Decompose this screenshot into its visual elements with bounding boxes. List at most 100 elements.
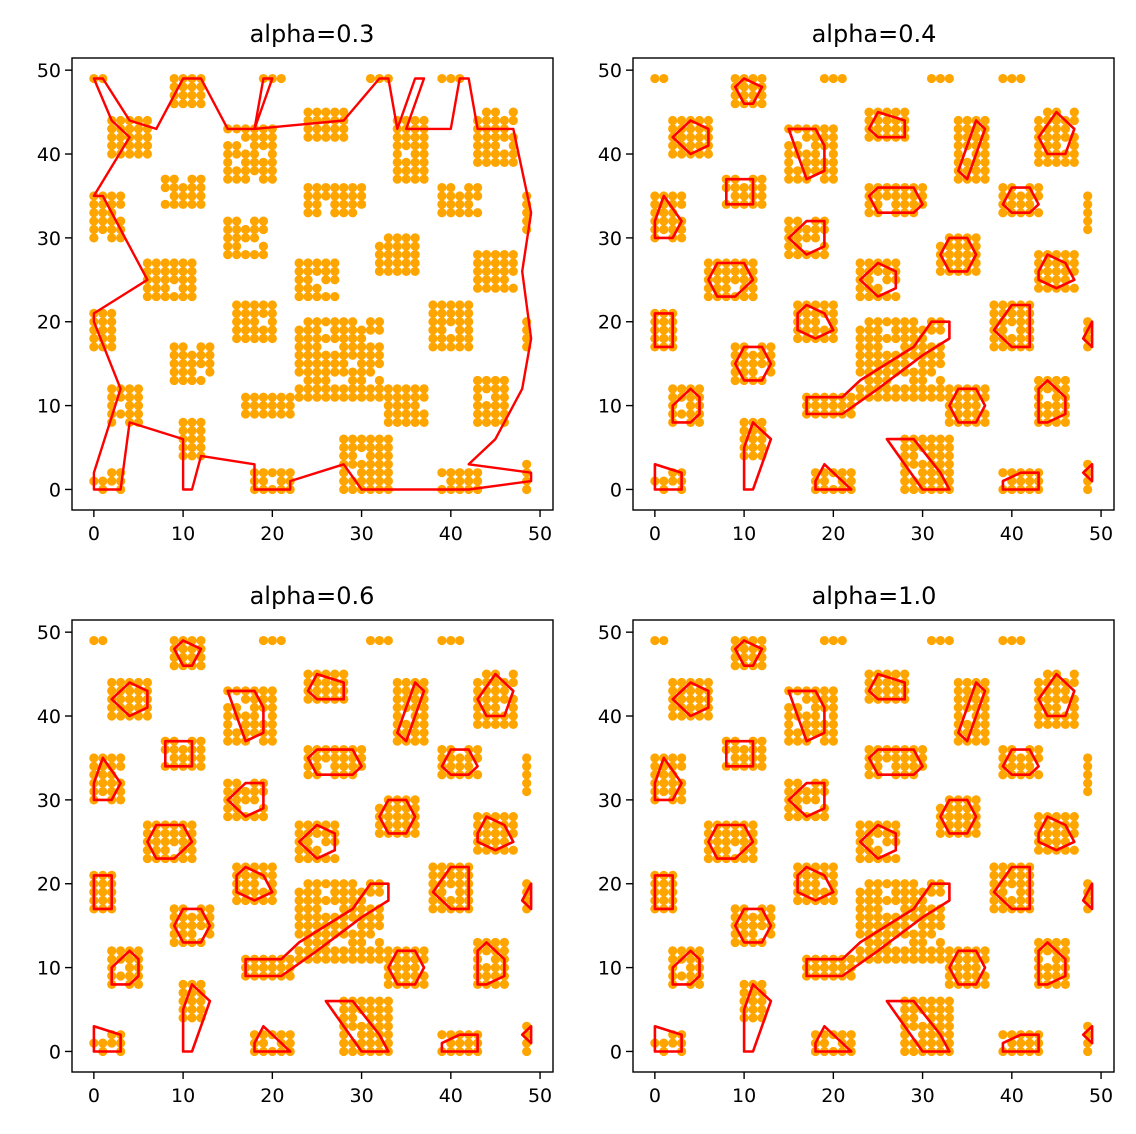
data-point (392, 417, 402, 427)
data-point (339, 359, 349, 369)
data-point (142, 149, 153, 159)
data-point (107, 233, 117, 243)
data-point (490, 115, 501, 126)
data-point (864, 375, 874, 386)
data-point (926, 468, 937, 478)
data-point (1083, 753, 1093, 763)
data-point (828, 308, 838, 318)
data-point (419, 979, 429, 989)
data-point (294, 266, 304, 277)
data-point (321, 837, 331, 847)
data-point (356, 333, 367, 344)
data-point (962, 971, 972, 981)
data-point (312, 887, 322, 897)
data-point (383, 635, 393, 646)
data-point (917, 904, 928, 914)
data-point (223, 728, 233, 738)
boundary-line (110, 681, 149, 718)
data-point (703, 258, 714, 268)
data-point (339, 895, 349, 906)
data-point (953, 803, 963, 813)
data-point (909, 1021, 919, 1031)
data-point (365, 996, 376, 1006)
data-point (196, 736, 206, 746)
data-point (348, 954, 358, 964)
data-point (926, 350, 937, 360)
data-point (365, 1038, 376, 1048)
boundary-line (992, 865, 1031, 911)
data-point (312, 124, 322, 134)
data-point (321, 686, 331, 696)
data-point (303, 669, 313, 679)
data-point (124, 149, 135, 159)
data-point (472, 744, 483, 755)
data-point (998, 342, 1008, 352)
data-point (419, 132, 429, 142)
data-point (828, 300, 838, 310)
boundary-line (653, 463, 683, 491)
alpha-shape-boundary (92, 639, 533, 1053)
data-point (339, 1013, 349, 1023)
data-point (980, 174, 990, 184)
data-point (522, 770, 532, 780)
data-point (668, 216, 678, 226)
data-point (446, 208, 456, 218)
data-point (267, 325, 277, 335)
data-point (383, 417, 393, 427)
data-point (900, 384, 910, 394)
data-point (312, 191, 322, 201)
data-point (909, 384, 919, 394)
axes-frame (632, 619, 1115, 1073)
data-point (401, 719, 411, 730)
data-point (980, 157, 990, 168)
data-point (178, 350, 188, 360)
data-point (339, 1046, 349, 1057)
data-point (926, 359, 937, 369)
data-point (348, 375, 358, 386)
data-point (900, 895, 910, 906)
data-point (846, 392, 856, 402)
data-point (196, 350, 206, 360)
data-point (1033, 208, 1044, 218)
data-point (196, 921, 206, 931)
data-point (240, 157, 251, 168)
data-point (339, 1004, 349, 1015)
data-point (926, 635, 937, 646)
data-point (232, 308, 242, 318)
data-point (223, 803, 233, 813)
data-point (998, 744, 1008, 755)
data-point (223, 216, 233, 226)
data-point (1060, 417, 1070, 427)
data-point (522, 1046, 532, 1057)
data-point (348, 442, 358, 453)
data-point (312, 325, 322, 335)
data-point (891, 887, 901, 897)
data-point (944, 451, 954, 461)
data-point (419, 166, 429, 176)
data-point (730, 342, 740, 352)
data-point (312, 266, 322, 277)
data-point (1007, 895, 1017, 906)
data-point (1042, 946, 1053, 956)
data-point (1083, 208, 1093, 218)
data-point (178, 99, 188, 109)
data-point (864, 333, 874, 344)
data-point (748, 451, 758, 461)
data-point (455, 870, 465, 880)
axes-frame (71, 619, 554, 1073)
data-point (339, 1030, 349, 1040)
data-point (748, 442, 758, 453)
data-point (917, 434, 928, 444)
data-point (312, 317, 322, 327)
data-point (116, 677, 126, 688)
data-point (249, 224, 260, 235)
data-point (196, 182, 206, 193)
data-point (383, 392, 393, 402)
data-point (116, 753, 126, 763)
data-point (356, 921, 367, 931)
data-point (1033, 283, 1044, 293)
data-point (748, 845, 758, 855)
data-point (428, 879, 438, 889)
alpha-shape-boundary (653, 639, 1094, 1053)
data-point (365, 1004, 376, 1015)
